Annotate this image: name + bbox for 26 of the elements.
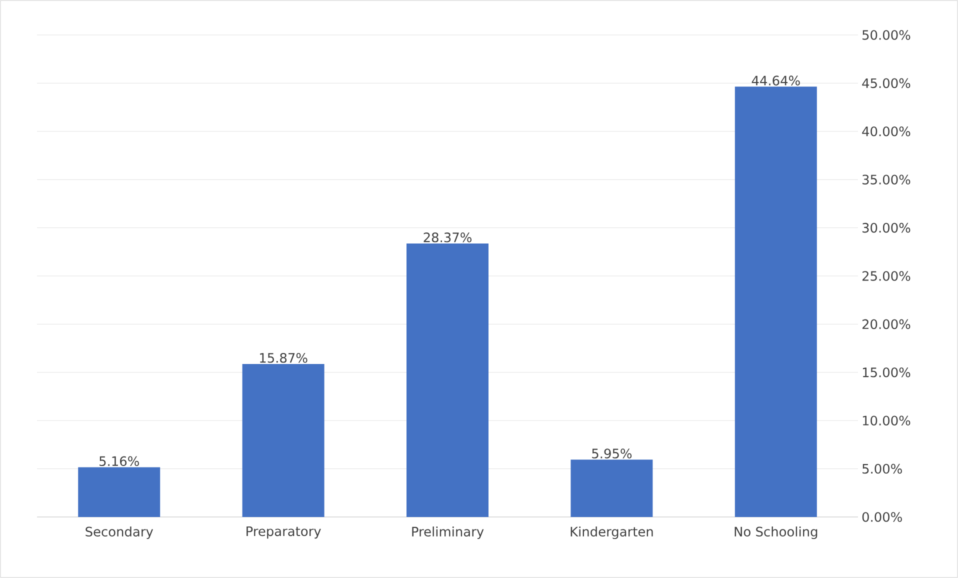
data-label: 5.95%	[592, 448, 632, 458]
data-label: 5.16%	[100, 456, 139, 466]
y-tick-label: 45.00%	[862, 78, 910, 88]
y-tick-label: 10.00%	[862, 416, 910, 426]
x-tick-label: Kindergarten	[570, 526, 653, 540]
y-tick-label: 50.00%	[862, 30, 910, 40]
y-tick-label: 5.00%	[862, 464, 902, 474]
bar	[734, 86, 817, 517]
y-tick-label: 15.00%	[862, 367, 910, 378]
x-tick-label: Preparatory	[246, 526, 321, 539]
y-tick-label: 25.00%	[862, 271, 910, 281]
x-tick-label: Preliminary	[412, 526, 484, 540]
data-label: 28.37%	[424, 232, 472, 242]
bar	[570, 460, 653, 517]
y-tick-label: 35.00%	[862, 174, 910, 184]
x-tick-label: Secondary	[86, 526, 154, 540]
y-tick-label: 40.00%	[862, 126, 910, 136]
y-tick-label: 30.00%	[862, 222, 910, 233]
y-tick-label: 20.00%	[862, 319, 910, 330]
y-tick-label: 0.00%	[862, 512, 902, 522]
bar	[242, 364, 324, 517]
data-label: 44.64%	[752, 76, 800, 86]
x-tick-label: No Schooling	[734, 526, 818, 540]
bar	[78, 467, 160, 517]
data-label: 15.87%	[260, 353, 308, 363]
bar	[406, 244, 489, 517]
